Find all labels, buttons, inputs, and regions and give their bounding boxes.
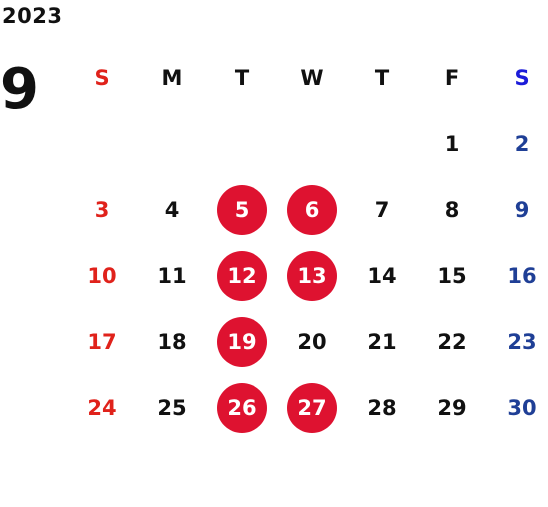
day-cell: 28 xyxy=(367,396,397,420)
day-cell: 3 xyxy=(94,198,110,222)
day-cell-highlighted: 26 xyxy=(207,375,277,441)
highlight-circle: 26 xyxy=(217,383,267,433)
day-cell: 10 xyxy=(87,264,117,288)
day-cell-highlighted: 27 xyxy=(277,375,347,441)
day-cell: 11 xyxy=(157,264,187,288)
day-cell: 7 xyxy=(374,198,390,222)
day-cell-highlighted: 12 xyxy=(207,243,277,309)
day-cell: 18 xyxy=(157,330,187,354)
day-cell: 9 xyxy=(514,198,530,222)
weekday-friday: F xyxy=(444,66,460,90)
weekday-monday: M xyxy=(161,66,183,90)
day-cell-highlighted: 5 xyxy=(207,177,277,243)
weekday-saturday: S xyxy=(514,66,530,90)
day-cell: 8 xyxy=(444,198,460,222)
calendar-year: 2023 xyxy=(2,4,63,28)
day-cell: 15 xyxy=(437,264,467,288)
day-cell: 2 xyxy=(514,132,530,156)
weekday-thursday: T xyxy=(374,66,390,90)
day-cell: 24 xyxy=(87,396,117,420)
weekday-sunday: S xyxy=(94,66,110,90)
day-cell xyxy=(277,111,347,177)
day-cell: 25 xyxy=(157,396,187,420)
day-cell-highlighted: 19 xyxy=(207,309,277,375)
day-cell: 20 xyxy=(297,330,327,354)
highlight-circle: 19 xyxy=(217,317,267,367)
day-cell: 1 xyxy=(444,132,460,156)
highlight-circle: 5 xyxy=(217,185,267,235)
calendar-grid: S M T W T F S 1 2 3 4 5 6 7 8 9 10 11 12… xyxy=(67,45,548,507)
highlight-circle: 27 xyxy=(287,383,337,433)
day-cell-highlighted: 6 xyxy=(277,177,347,243)
calendar-month: 9 xyxy=(0,57,39,122)
day-cell: 17 xyxy=(87,330,117,354)
highlight-circle: 6 xyxy=(287,185,337,235)
day-cell: 29 xyxy=(437,396,467,420)
day-cell xyxy=(207,111,277,177)
day-cell: 4 xyxy=(164,198,180,222)
day-cell: 21 xyxy=(367,330,397,354)
day-cell: 16 xyxy=(507,264,537,288)
day-cell xyxy=(347,111,417,177)
day-cell xyxy=(137,111,207,177)
weekday-tuesday: T xyxy=(234,66,250,90)
highlight-circle: 12 xyxy=(217,251,267,301)
day-cell: 14 xyxy=(367,264,397,288)
day-cell: 30 xyxy=(507,396,537,420)
weekday-wednesday: W xyxy=(300,66,324,90)
day-cell xyxy=(67,111,137,177)
day-cell-highlighted: 13 xyxy=(277,243,347,309)
highlight-circle: 13 xyxy=(287,251,337,301)
day-cell: 22 xyxy=(437,330,467,354)
day-cell: 23 xyxy=(507,330,537,354)
